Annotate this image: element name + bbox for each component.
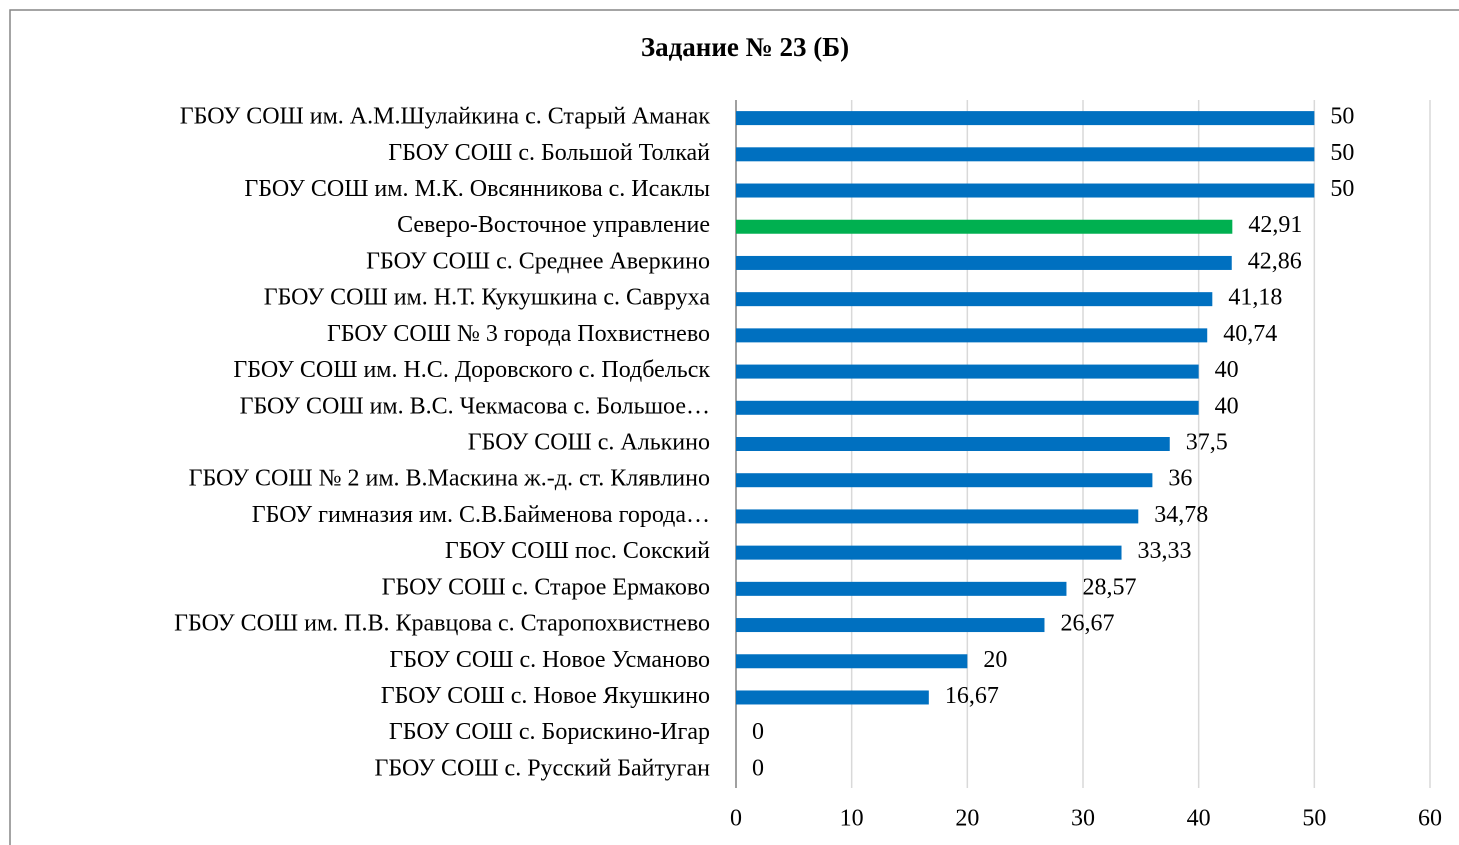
bar — [736, 183, 1315, 198]
value-label: 28,57 — [1082, 574, 1136, 600]
y-tick-label: ГБОУ СОШ № 3 города Похвистнево — [327, 321, 710, 347]
value-label: 41,18 — [1228, 285, 1282, 311]
y-tick-label: ГБОУ СОШ им. М.К. Овсянникова с. Исаклы — [244, 176, 710, 202]
value-label: 0 — [752, 719, 764, 745]
y-tick-label: Северо-Восточное управление — [397, 212, 710, 238]
bar — [736, 292, 1213, 307]
bar — [736, 328, 1208, 343]
bar — [736, 255, 1232, 270]
y-tick-label: ГБОУ СОШ им. П.В. Кравцова с. Старопохви… — [174, 611, 710, 637]
value-label: 36 — [1168, 466, 1192, 492]
y-tick-label: ГБОУ СОШ с. Новое Якушкино — [381, 683, 710, 709]
x-tick-label: 10 — [840, 806, 864, 832]
value-label: 40 — [1215, 357, 1239, 383]
bar — [736, 545, 1122, 560]
bar — [736, 219, 1233, 234]
value-label: 16,67 — [945, 683, 999, 709]
bar — [736, 690, 929, 705]
bar — [736, 147, 1315, 162]
y-tick-label: ГБОУ СОШ им. В.С. Чекмасова с. Большое… — [240, 393, 710, 419]
value-label: 33,33 — [1138, 538, 1192, 564]
value-label: 42,91 — [1248, 212, 1302, 238]
x-tick-label: 40 — [1187, 806, 1211, 832]
bar — [736, 364, 1199, 379]
y-tick-label: ГБОУ СОШ им. А.М.Шулайкина с. Старый Ама… — [180, 104, 711, 130]
bar — [736, 400, 1199, 415]
y-tick-label: ГБОУ СОШ с. Новое Усманово — [389, 647, 710, 673]
y-tick-label: ГБОУ СОШ с. Алькино — [468, 430, 710, 456]
y-tick-label: ГБОУ гимназия им. С.В.Байменова города… — [252, 502, 710, 528]
bar — [736, 111, 1315, 126]
value-label: 40 — [1215, 393, 1239, 419]
x-tick-label: 0 — [730, 806, 742, 832]
y-tick-label: ГБОУ СОШ пос. Сокский — [445, 538, 710, 564]
value-label: 40,74 — [1223, 321, 1277, 347]
y-tick-label: ГБОУ СОШ им. Н.С. Доровского с. Подбельс… — [233, 357, 710, 383]
x-tick-label: 20 — [955, 806, 979, 832]
value-label: 42,86 — [1248, 248, 1302, 274]
value-label: 50 — [1330, 176, 1354, 202]
y-tick-label: ГБОУ СОШ с. Большой Толкай — [388, 140, 710, 166]
y-tick-label: ГБОУ СОШ с. Старое Ермаково — [382, 574, 710, 600]
bar — [736, 618, 1045, 633]
y-tick-label: ГБОУ СОШ с. Русский Байтуган — [375, 755, 711, 781]
x-tick-label: 30 — [1071, 806, 1095, 832]
bar — [736, 437, 1170, 451]
bar — [736, 473, 1153, 488]
value-label: 50 — [1330, 140, 1354, 166]
chart-frame — [9, 9, 1459, 845]
bar — [736, 509, 1139, 524]
bar — [736, 654, 968, 669]
value-label: 20 — [983, 647, 1007, 673]
y-tick-label: ГБОУ СОШ с. Среднее Аверкино — [366, 248, 710, 274]
value-label: 37,5 — [1186, 430, 1228, 456]
bar — [736, 581, 1067, 596]
x-tick-label: 50 — [1302, 806, 1326, 832]
value-label: 0 — [752, 755, 764, 781]
y-tick-label: ГБОУ СОШ с. Борискино-Игар — [389, 719, 710, 745]
chart-title: Задание № 23 (Б) — [641, 32, 849, 62]
value-label: 34,78 — [1154, 502, 1208, 528]
x-tick-label: 60 — [1418, 806, 1442, 832]
y-tick-label: ГБОУ СОШ им. Н.Т. Кукушкина с. Савруха — [264, 285, 711, 311]
y-tick-label: ГБОУ СОШ № 2 им. В.Маскина ж.-д. ст. Кля… — [189, 466, 710, 492]
value-label: 26,67 — [1060, 611, 1114, 637]
value-label: 50 — [1330, 104, 1354, 130]
